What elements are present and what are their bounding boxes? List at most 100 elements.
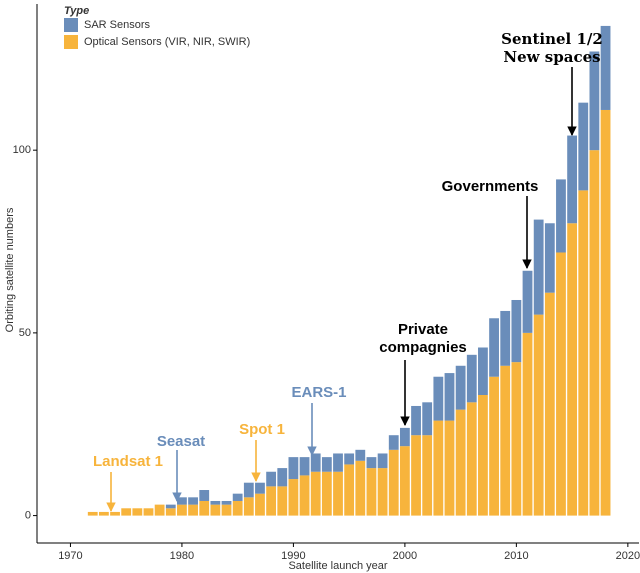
bar-segment [277,486,288,516]
bar-segment [511,362,522,516]
bar-segment [567,135,578,224]
bar-segment [567,223,578,516]
bar-segment [533,314,544,516]
bar-segment [333,453,343,472]
bar-segment [533,219,544,315]
x-tick-label: 1970 [58,550,82,562]
annotation-text: EARS-1 [291,384,346,401]
annotation-text: compagnies [379,339,467,356]
bar-segment [366,468,377,516]
y-tick-label: 100 [13,144,31,156]
bar-segment [489,376,499,516]
bar-segment [255,493,265,516]
bar-segment [399,446,410,516]
bar-segment [310,471,321,516]
y-tick-label: 50 [19,327,31,339]
bar-segment [399,427,410,447]
bar-segment [266,486,277,516]
bar-segment [321,457,332,472]
bar-segment [210,500,221,505]
bar-segment [478,347,488,396]
bar-segment [177,497,187,505]
bar-segment [243,482,254,498]
annotation-text: New spaces [503,48,600,66]
bar-segment [199,490,210,501]
bar-segment [444,420,455,516]
bar-segment [266,471,277,487]
annotation-text: Landsat 1 [93,453,163,470]
x-tick-label: 1980 [170,550,194,562]
bar-segment [455,409,466,516]
bar-segment [578,190,589,516]
bar-segment [556,252,566,516]
bar-segment [478,395,488,516]
bar-segment [522,270,533,333]
annotation-text: Governments [442,178,539,195]
bar-segment [411,405,421,436]
annotation-text: Seasat [157,433,205,450]
bar-segment [143,508,154,516]
legend-label: SAR Sensors [84,19,151,31]
bar-segment [589,51,600,151]
legend-title: Type [64,5,89,17]
bar-segment [165,508,176,516]
bar-segment [232,493,243,501]
bar-segment [288,479,299,516]
legend-swatch [64,18,78,32]
bar-segment [110,511,120,516]
bar-segment [377,453,388,469]
bar-segment [388,435,399,450]
bar-segment [299,475,310,516]
bar-segment [544,223,555,293]
bar-segment [299,457,310,476]
annotation-text: Private [398,321,448,338]
bar-segment [165,504,176,509]
bar-segment [321,471,332,516]
bar-segment [444,373,455,421]
bar-segment [433,420,444,516]
bar-segment [600,109,611,516]
bar-segment [188,504,198,516]
bar-segment [355,449,366,461]
bar-segment [310,453,321,472]
bar-segment [121,508,132,516]
bar-segment [489,318,499,377]
bar-segment [177,504,187,516]
bar-segment [466,402,477,516]
bar-segment [288,457,299,480]
x-axis-label: Satellite launch year [288,560,387,572]
legend-swatch [64,35,78,49]
bar-segment [255,482,265,494]
bar-segment [500,310,511,366]
bar-segment [377,468,388,516]
bar-segment [600,25,611,110]
bar-segment [500,365,511,516]
bar-segment [154,504,165,516]
bar-segment [210,504,221,516]
bar-segment [366,457,377,469]
annotation-text: Sentinel 1/2 [501,30,603,48]
bar-segment [455,365,466,410]
bar-segment [277,468,288,487]
legend-label: Optical Sensors (VIR, NIR, SWIR) [84,36,250,48]
bar-segment [422,435,433,516]
bar-segment [344,453,355,465]
x-tick-label: 2000 [393,550,417,562]
bar-segment [556,179,566,253]
bar-segment [466,354,477,403]
bar-segment [98,511,109,516]
bar-segment [522,332,533,516]
bar-segment [188,497,198,505]
bar-segment [411,435,421,516]
bar-segment [544,292,555,516]
bar-segment [578,102,589,191]
bar-segment [333,471,343,516]
bar-segment [355,460,366,516]
bar-segment [243,497,254,516]
bar-segment [132,508,143,516]
bar-segment [87,511,98,516]
bar-segment [511,299,522,363]
bar-segment [422,402,433,436]
y-tick-label: 0 [25,509,31,521]
